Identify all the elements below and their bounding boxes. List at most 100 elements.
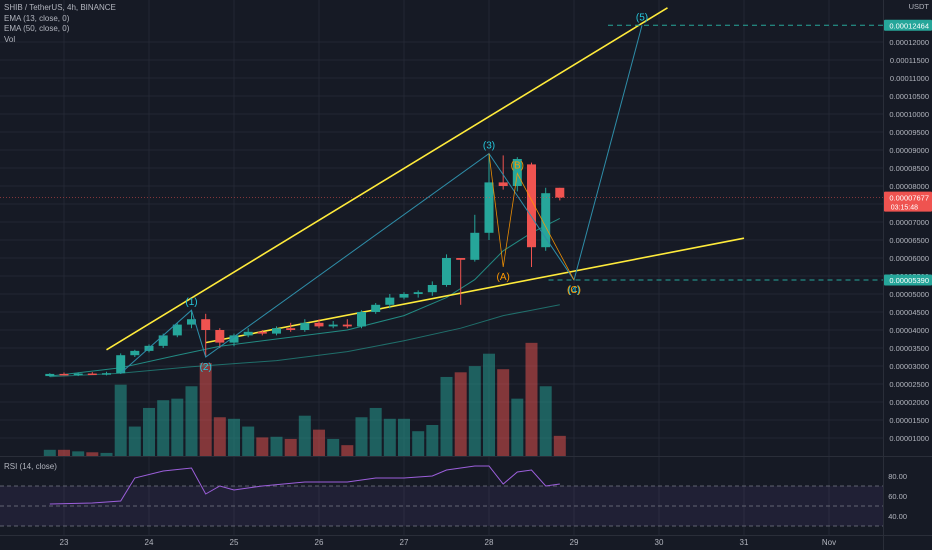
volume-bar [355,417,368,456]
candle-body [229,335,239,343]
volume-bar [483,353,495,456]
volume-bar [256,437,269,456]
candle-body [371,304,381,312]
last-price-badge: 0.00007677 [889,194,929,203]
wave-label: (C) [567,285,581,296]
support-price-badge: 0.00005390 [889,276,929,285]
candle-body [59,373,69,376]
rsi-line [49,465,560,505]
volume-legend[interactable]: Vol [4,34,16,44]
rsi-tick-label: 40.00 [888,512,907,521]
candle-body [484,182,494,233]
time-tick-label: 24 [145,538,154,547]
price-tick-label: 0.00011000 [890,74,929,83]
candle-body [73,373,83,376]
candle-body [130,350,140,356]
volume-bar [100,452,113,456]
candle-body [116,355,126,374]
price-tick-label: 0.00012000 [889,38,929,47]
ema13-line [49,217,561,377]
candle-body [328,324,338,327]
rsi-tick-label: 60.00 [888,492,907,501]
price-tick-label: 0.00003500 [889,344,929,353]
candle-body [201,319,211,330]
volume-bar [426,425,439,456]
time-tick-label: 26 [315,538,324,547]
ema50-legend[interactable]: EMA (50, close, 0) [4,24,70,33]
volume-bar [327,438,340,456]
volume-bar [298,415,311,456]
candle-body [187,319,196,325]
volume-bar [341,445,354,456]
time-tick-label: 25 [230,538,239,547]
volume-bar [313,429,325,456]
symbol-title[interactable]: SHIB / TetherUS, 4h, BINANCE [4,3,116,12]
wave-label: (5) [636,12,648,23]
candle-body [555,187,565,198]
candle-body [215,330,225,343]
volume-bar [553,435,566,456]
price-tick-label: 0.00005000 [889,290,929,299]
time-tick-label: 31 [740,538,749,547]
time-tick-label: 28 [485,538,494,547]
wedge-upper-line[interactable] [106,7,668,351]
volume-bar [228,418,240,456]
price-tick-label: 0.00008000 [889,182,929,191]
volume-bar [157,400,170,456]
volume-bar [185,386,198,456]
time-tick-label: 27 [400,538,409,547]
price-tick-label: 0.00001000 [889,434,929,443]
time-axis[interactable]: 23 24 25 26 27 28 29 30 31 Nov [60,538,837,547]
price-tick-label: 0.00011500 [890,56,929,65]
volume-bar [525,342,538,456]
time-tick-label: 29 [570,538,579,547]
impulse-wave-path[interactable] [120,25,643,374]
rsi-legend[interactable]: RSI (14, close) [4,462,57,471]
price-tick-label: 0.00003000 [889,362,929,371]
volume-bar [43,449,56,456]
wave-label: (3) [483,141,495,152]
target-price-badge: 0.00012464 [889,21,929,30]
price-tick-label: 0.00004500 [889,308,929,317]
candle-body [314,322,324,327]
horizontal-levels[interactable] [0,24,883,281]
candle-body [45,373,55,377]
volume-bar [199,363,212,456]
volume-bar [454,372,467,456]
wedge-lower-line[interactable] [205,237,745,344]
ema13-legend[interactable]: EMA (13, close, 0) [4,13,70,23]
ema-lines [49,217,561,378]
volume-bar [383,418,396,456]
price-tick-label: 0.00002000 [889,398,929,407]
price-tick-label: 0.00010500 [889,92,929,101]
volume-bars [43,342,566,456]
corrective-wave-path[interactable] [488,153,575,281]
candle-body [286,328,296,330]
price-tick-label: 0.00009000 [889,146,929,155]
wave-label: (B) [511,160,524,171]
volume-bar [511,398,524,456]
volume-bar [284,438,297,456]
price-tick-label: 0.00006500 [889,236,929,245]
wave-label: (1) [185,297,197,308]
elliott-wave-paths[interactable]: (1) (2) (3) (4) (5) (A) (B) (C) [120,12,648,374]
volume-bar [213,417,226,456]
time-tick-label: Nov [822,538,836,547]
rsi-pane [0,456,932,536]
volume-bar [497,369,510,456]
last-price-badge-bg [884,191,932,212]
wedge-trendlines[interactable] [106,7,745,351]
volume-bar [128,426,141,456]
volume-bar [440,376,453,456]
volume-bar [242,426,255,456]
candle-body [87,373,97,376]
candle-body [498,182,508,186]
candle-body [342,324,352,327]
target-price-badge-bg [884,19,932,31]
volume-bar [468,366,481,456]
volume-bar [58,449,70,456]
candle-body [413,292,423,294]
candle-body [300,322,310,330]
